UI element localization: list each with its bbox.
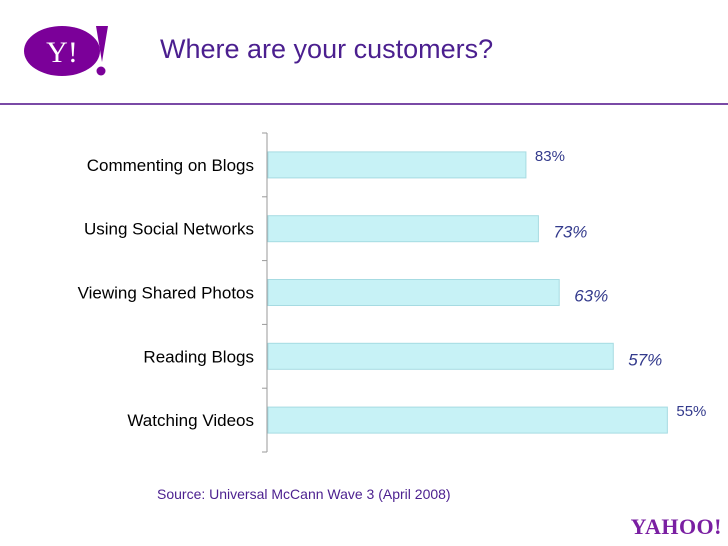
category-label: Using Social Networks: [84, 220, 254, 239]
category-label: Viewing Shared Photos: [78, 284, 254, 303]
category-label: Watching Videos: [127, 411, 254, 430]
source-note: Source: Universal McCann Wave 3 (April 2…: [157, 486, 451, 502]
bar: [267, 342, 614, 370]
bar: [267, 406, 668, 434]
svg-text:Y!: Y!: [46, 36, 78, 69]
category-label: Reading Blogs: [143, 347, 254, 366]
value-label: 83%: [535, 148, 565, 165]
page-title: Where are your customers?: [160, 34, 494, 64]
bar: [267, 151, 527, 179]
bar: [267, 215, 539, 243]
footer-yahoo-logo: YAHOO!: [630, 514, 722, 539]
value-label: 63%: [574, 287, 608, 306]
header-divider: [0, 103, 728, 105]
value-label: 73%: [553, 223, 587, 242]
category-label: Commenting on Blogs: [87, 156, 254, 175]
bar: [267, 279, 560, 306]
yahoo-logo-icon: Y!: [24, 26, 108, 76]
value-label: 57%: [628, 350, 662, 369]
value-label: 55%: [676, 403, 706, 420]
